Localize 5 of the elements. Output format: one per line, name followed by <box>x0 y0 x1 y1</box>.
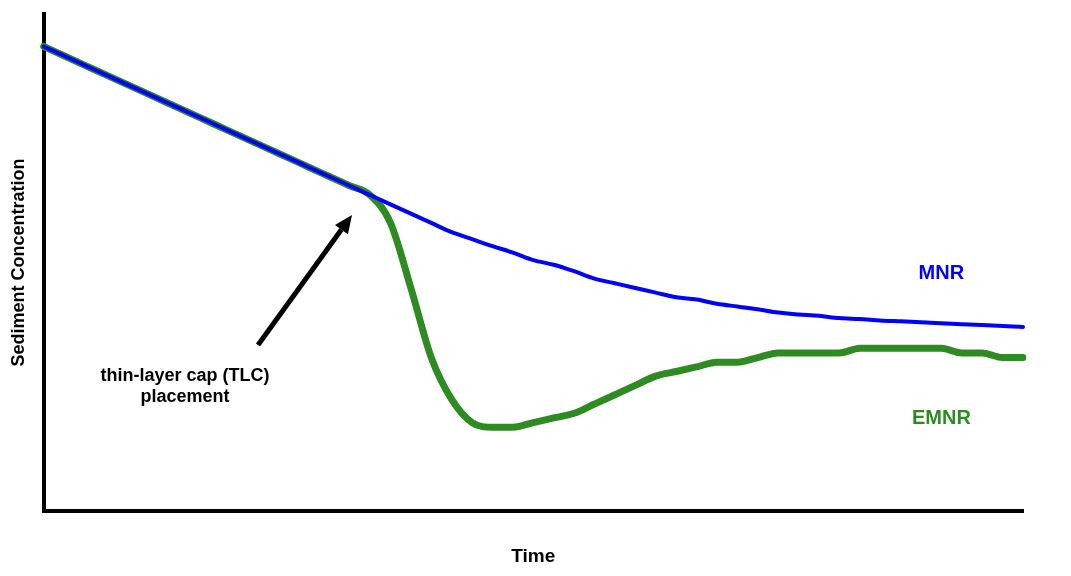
y-axis-title: Sediment Concentration <box>7 158 28 367</box>
series-label: MNR <box>918 260 965 283</box>
text: EMNR <box>911 405 972 428</box>
annotation: thin-layer cap (TLC) placement <box>99 365 271 408</box>
x-axis-title: Time <box>511 544 556 566</box>
